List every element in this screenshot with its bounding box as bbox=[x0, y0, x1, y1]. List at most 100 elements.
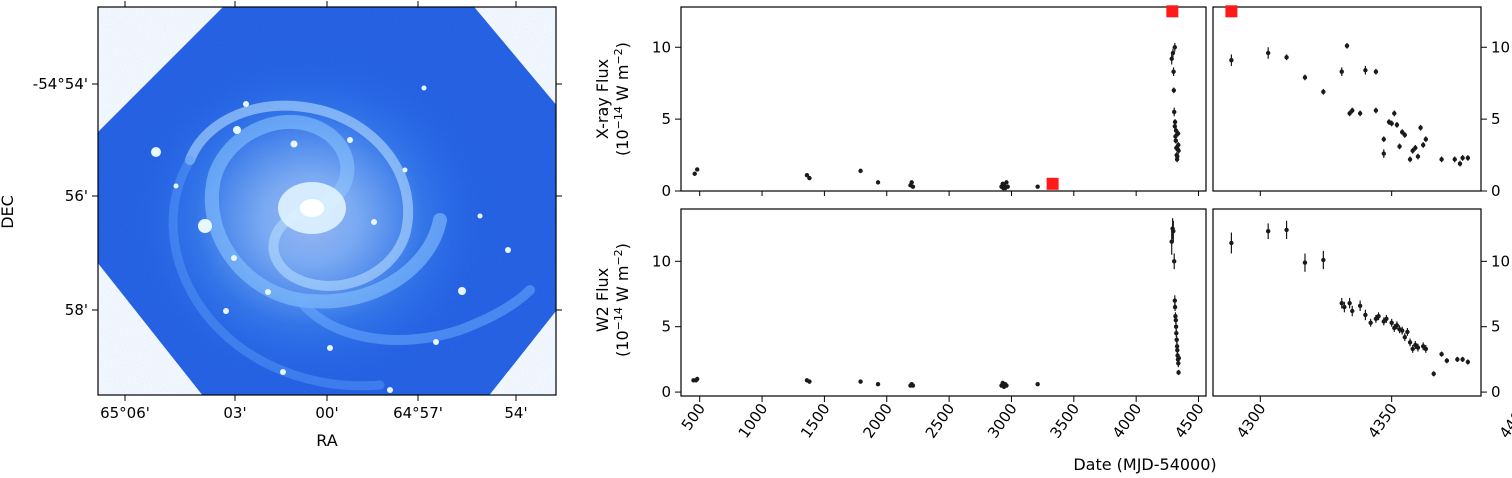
xray-main-data-point bbox=[875, 180, 881, 185]
point-marker bbox=[858, 379, 863, 384]
xray-ylabel-line2: (10−14 W m−2) bbox=[612, 42, 632, 156]
xray-main-data-point bbox=[1175, 153, 1180, 160]
w2-zoom-data-point bbox=[1423, 345, 1429, 353]
xray-main-data-point bbox=[1171, 87, 1177, 94]
xray-zoom-data-point bbox=[1397, 143, 1402, 150]
point-marker bbox=[1402, 334, 1408, 340]
w2-zoom-x-tick-label: 4400 bbox=[1496, 400, 1512, 442]
w2-main-y-tick-label: 10 bbox=[652, 252, 671, 270]
point-marker bbox=[1172, 109, 1177, 115]
xray-main-data-point bbox=[1176, 147, 1181, 154]
xray-main-data-point bbox=[909, 180, 914, 185]
point-marker bbox=[1176, 370, 1181, 375]
point-marker bbox=[909, 180, 914, 185]
w2-zoom-data-point bbox=[1265, 223, 1271, 240]
w2-zoom-data-point bbox=[1439, 351, 1444, 357]
point-marker bbox=[1399, 328, 1405, 333]
point-marker bbox=[875, 180, 881, 185]
point-marker bbox=[1357, 303, 1363, 308]
w2-main-data-point bbox=[1170, 218, 1175, 240]
xray-zoom-data-point bbox=[1344, 42, 1350, 49]
point-marker bbox=[1455, 357, 1460, 362]
w2-zoom-data-point bbox=[1342, 301, 1347, 313]
point-marker bbox=[1001, 185, 1006, 191]
point-marker bbox=[1284, 55, 1289, 60]
point-marker bbox=[1397, 144, 1402, 149]
w2-zoom-y-tick-label: 0 bbox=[1491, 383, 1501, 401]
point-marker bbox=[1410, 346, 1415, 352]
xray-zoom-data-point bbox=[1399, 129, 1405, 135]
xray-zoom-data-point bbox=[1394, 122, 1400, 128]
xray-main-frame bbox=[680, 6, 1207, 192]
point-marker bbox=[1172, 124, 1178, 129]
point-marker bbox=[1176, 142, 1181, 148]
xray-zoom-data-point bbox=[1407, 156, 1413, 163]
point-marker bbox=[1460, 155, 1465, 161]
point-marker bbox=[1321, 257, 1326, 263]
w2-zoom-data-point bbox=[1229, 232, 1234, 254]
point-marker bbox=[1381, 151, 1386, 156]
xray-zoom-y-tick-label: 5 bbox=[1491, 110, 1501, 128]
galaxy-image-panel: 65°06' 03' 00' 64°57' 54' -54°54' 56' 58' RA DE… bbox=[0, 1, 562, 450]
point-marker bbox=[1172, 45, 1178, 50]
xray-zoom-data-point bbox=[1373, 107, 1379, 114]
xray-main-y-tick-label: 10 bbox=[652, 38, 671, 56]
xray-main-y-tick-label: 0 bbox=[661, 182, 671, 200]
point-marker bbox=[1321, 89, 1326, 95]
w2-ylabel-line1: W2 Flux bbox=[593, 268, 612, 332]
xray-main-data-point bbox=[1005, 184, 1010, 189]
point-marker bbox=[692, 171, 697, 176]
w2-zoom-data-point bbox=[1302, 253, 1308, 272]
point-marker bbox=[1420, 142, 1426, 148]
w2-main-data-point bbox=[695, 376, 700, 382]
point-marker bbox=[1376, 314, 1381, 319]
point-marker bbox=[1444, 358, 1450, 363]
w2-main-frame bbox=[680, 208, 1207, 397]
bright-knots bbox=[151, 85, 511, 393]
point-marker bbox=[1394, 122, 1400, 128]
xray-zoom-data-point bbox=[1381, 149, 1386, 158]
w2-main-data-point bbox=[1172, 253, 1177, 270]
image-x-tick-label: 64°57' bbox=[393, 404, 443, 422]
xray-main-data-point bbox=[692, 171, 697, 176]
point-marker bbox=[1465, 359, 1471, 365]
point-marker bbox=[1302, 260, 1308, 265]
point-marker bbox=[1174, 331, 1179, 336]
xray-zoom-data-point bbox=[1402, 132, 1408, 138]
point-marker bbox=[1423, 346, 1429, 352]
w2-main-data-point bbox=[1171, 220, 1176, 242]
w2-zoom-x-tick-label: 4350 bbox=[1364, 400, 1401, 442]
w2-main-data-point bbox=[875, 382, 881, 387]
w2-main-data-point bbox=[1035, 382, 1040, 387]
point-marker bbox=[1035, 184, 1040, 189]
point-marker bbox=[1407, 157, 1413, 162]
point-marker bbox=[1389, 121, 1394, 126]
point-marker bbox=[1005, 184, 1010, 189]
xray-main-data-point bbox=[1175, 130, 1181, 137]
w2-zoom-data-point bbox=[1376, 312, 1381, 321]
w2-zoom-data-point bbox=[1402, 333, 1408, 342]
xray-zoom-panel: 0 5 10 bbox=[1212, 5, 1510, 200]
w2-zoom-data-point bbox=[1465, 359, 1471, 365]
w2-zoom-frame bbox=[1212, 208, 1482, 397]
w2-main-data-point bbox=[858, 379, 863, 384]
image-y-tick-label: 58' bbox=[65, 301, 88, 319]
w2-main-x-tick-label: 1500 bbox=[797, 400, 834, 442]
point-marker bbox=[1035, 382, 1040, 387]
point-marker bbox=[1172, 304, 1178, 310]
xray-main-red-marker bbox=[1046, 177, 1059, 190]
xray-zoom-data-point bbox=[1381, 136, 1386, 143]
w2-ylabel-line2: (10−14 W m−2) bbox=[612, 243, 632, 357]
point-marker bbox=[858, 168, 863, 174]
xray-zoom-data-point bbox=[1457, 160, 1463, 167]
image-y-tick-label: 56' bbox=[65, 187, 88, 205]
xray-zoom-data-point bbox=[1357, 110, 1363, 117]
w2-main-y-tick-label: 0 bbox=[661, 383, 671, 401]
w2-zoom-data-point bbox=[1410, 345, 1415, 353]
point-marker bbox=[1176, 355, 1182, 361]
point-marker bbox=[1339, 69, 1344, 74]
xray-zoom-data-point bbox=[1423, 136, 1429, 143]
date-x-axis-label: Date (MJD-54000) bbox=[1073, 455, 1216, 474]
point-marker bbox=[1350, 308, 1355, 314]
w2-zoom-data-point bbox=[1357, 300, 1363, 311]
